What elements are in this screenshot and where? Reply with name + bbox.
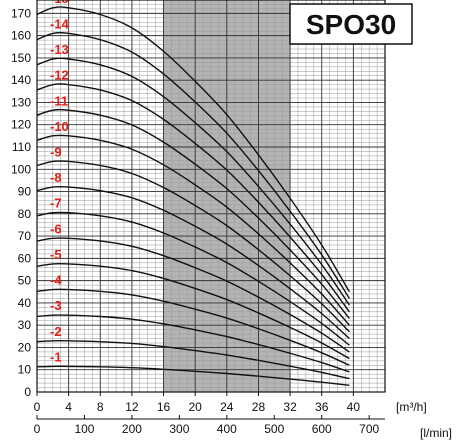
pump-curve-5: [36, 262, 350, 360]
x-tick-label: 40: [347, 400, 361, 414]
stage-label-9: -9: [50, 144, 62, 159]
x-tick-label: 24: [220, 400, 234, 414]
plot-frame: [36, 0, 386, 393]
x2-tick-label: 200: [122, 422, 142, 436]
x2-tick-label: 600: [312, 422, 332, 436]
y-tick-label: 160: [11, 29, 31, 43]
pump-curve-10: [36, 134, 350, 326]
x2-tick-label: 400: [217, 422, 237, 436]
x-tick-label: 8: [97, 400, 104, 414]
x-tick-label: 0: [34, 400, 41, 414]
x-tick-label: 32: [283, 400, 297, 414]
x2-tick-label: 700: [359, 422, 379, 436]
stage-label-7: -7: [50, 196, 62, 211]
y-tick-label: 90: [18, 185, 32, 199]
y-tick-label: 110: [12, 140, 31, 154]
pump-curve-12: [36, 83, 350, 313]
y-tick-label: 120: [11, 118, 31, 132]
pump-curve-11: [36, 108, 350, 319]
stage-label-15: -15: [50, 0, 69, 6]
pump-curve-1: [36, 365, 350, 387]
x-unit-lmin: [l/min]: [420, 426, 452, 440]
axes: 0102030405060708090100110120130140150160…: [11, 0, 386, 436]
y-tick-label: 100: [11, 162, 31, 176]
y-tick-label: 0: [24, 385, 31, 399]
chart-title: SPO30: [306, 9, 396, 40]
stage-label-5: -5: [50, 247, 62, 262]
stage-label-12: -12: [50, 68, 69, 83]
y-tick-label: 40: [18, 296, 32, 310]
stage-label-14: -14: [50, 16, 70, 31]
stage-label-6: -6: [50, 221, 62, 236]
x2-tick-label: 0: [34, 422, 41, 436]
stage-label-11: -11: [50, 93, 68, 108]
x-tick-label: 20: [189, 400, 203, 414]
y-tick-label: 10: [18, 363, 32, 377]
x-tick-label: 16: [157, 400, 171, 414]
pump-curve-14: [36, 31, 351, 299]
stage-label-8: -8: [50, 170, 62, 185]
pump-curve-15: [36, 6, 351, 293]
x2-tick-label: 500: [264, 422, 284, 436]
y-tick-label: 130: [11, 95, 31, 109]
stage-label-13: -13: [50, 42, 69, 57]
stage-label-10: -10: [50, 119, 69, 134]
y-tick-label: 80: [18, 207, 32, 221]
title-box: SPO30: [289, 3, 413, 45]
pump-curve-4: [36, 288, 350, 366]
pump-curves: [36, 6, 351, 387]
stage-label-2: -2: [50, 324, 62, 339]
x-tick-label: 4: [65, 400, 72, 414]
x-tick-label: 36: [315, 400, 329, 414]
y-tick-label: 20: [18, 340, 32, 354]
stage-label-3: -3: [50, 298, 62, 313]
y-tick-label: 150: [11, 51, 31, 65]
pump-curve-7: [36, 211, 350, 346]
pump-curve-8: [36, 185, 350, 340]
x-tick-label: 28: [252, 400, 266, 414]
y-tick-label: 30: [18, 318, 32, 332]
y-tick-label: 60: [18, 251, 32, 265]
y-tick-label: 50: [18, 274, 32, 288]
x2-tick-label: 100: [74, 422, 94, 436]
x-unit-m3h: [m³/h]: [396, 400, 427, 414]
title-frame: [289, 3, 413, 45]
y-tick-label: 140: [11, 73, 31, 87]
y-tick-label: 170: [11, 6, 31, 20]
pump-curve-13: [36, 57, 350, 306]
stage-label-4: -4: [50, 273, 62, 288]
y-tick-label: 70: [18, 229, 32, 243]
x-tick-label: 12: [125, 400, 139, 414]
pump-curve-3: [36, 314, 350, 373]
pump-curve-2: [36, 339, 350, 380]
x2-tick-label: 300: [169, 422, 189, 436]
stage-label-1: -1: [50, 349, 62, 364]
stage-labels: -1 -2 -3 -4 -5 -6 -7 -8 -9 -10 -11 -12 -13 -14 -15: [50, 0, 70, 364]
pump-curve-6: [36, 237, 350, 353]
pump-curve-9: [36, 160, 350, 333]
